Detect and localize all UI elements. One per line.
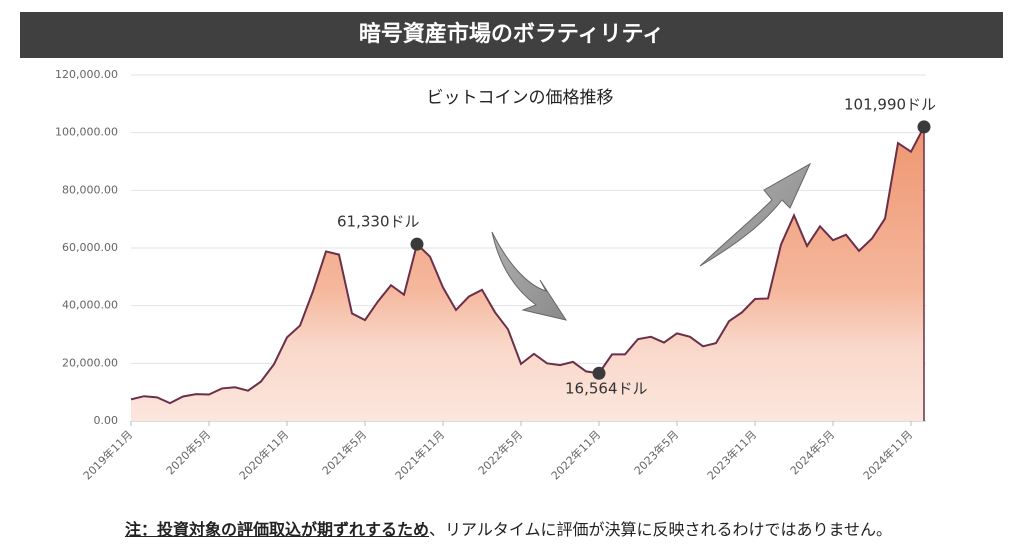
x-tick-label: 2022年5月 [475, 427, 525, 477]
down-arrow [491, 231, 568, 321]
y-tick-label: 80,000.00 [62, 183, 118, 196]
footnote: 注：投資対象の評価取込が期ずれするため、リアルタイムに評価が決算に反映されるわけ… [0, 516, 1017, 540]
y-tick-label: 120,000.00 [55, 68, 118, 81]
data-label: 61,330ドル [337, 213, 420, 231]
data-label: 101,990ドル [844, 95, 936, 113]
y-tick-label: 100,000.00 [55, 126, 118, 139]
data-label: 16,564ドル [565, 380, 648, 398]
chart: ビットコインの価格推移 0.00 20,000.00 40,000.00 60,000… [55, 68, 936, 482]
y-tick-label: 40,000.00 [62, 299, 118, 312]
x-tick-label: 2020年11月 [236, 427, 291, 482]
x-tick-label: 2019年11月 [80, 427, 135, 482]
point-marker [410, 237, 424, 251]
x-tick-label: 2024年11月 [860, 427, 915, 482]
area [131, 126, 924, 421]
x-tick-label: 2021年11月 [392, 427, 447, 482]
up-arrow [699, 162, 812, 267]
x-tick-label: 2020年5月 [163, 427, 213, 477]
y-tick-label: 20,000.00 [62, 356, 118, 369]
x-tick-label: 2022年11月 [548, 427, 603, 482]
x-tick-label: 2024年5月 [787, 427, 837, 477]
footnote-text: 、リアルタイムに評価が決算に反映されるわけではありません。 [428, 520, 893, 539]
x-tick-label: 2023年11月 [704, 427, 759, 482]
y-tick-label: 0.00 [94, 414, 119, 427]
footnote-emphasis: 注：投資対象の評価取込が期ずれするため [124, 520, 429, 539]
x-tick-label: 2021年5月 [319, 427, 369, 477]
point-marker [917, 120, 931, 134]
header-title: 暗号資産市場のボラティリティ [20, 12, 1003, 58]
chart-title: ビットコインの価格推移 [427, 88, 614, 108]
point-marker [592, 366, 606, 380]
line [130, 126, 925, 405]
y-tick-label: 60,000.00 [62, 241, 118, 254]
x-tick-label: 2023年5月 [631, 427, 681, 477]
